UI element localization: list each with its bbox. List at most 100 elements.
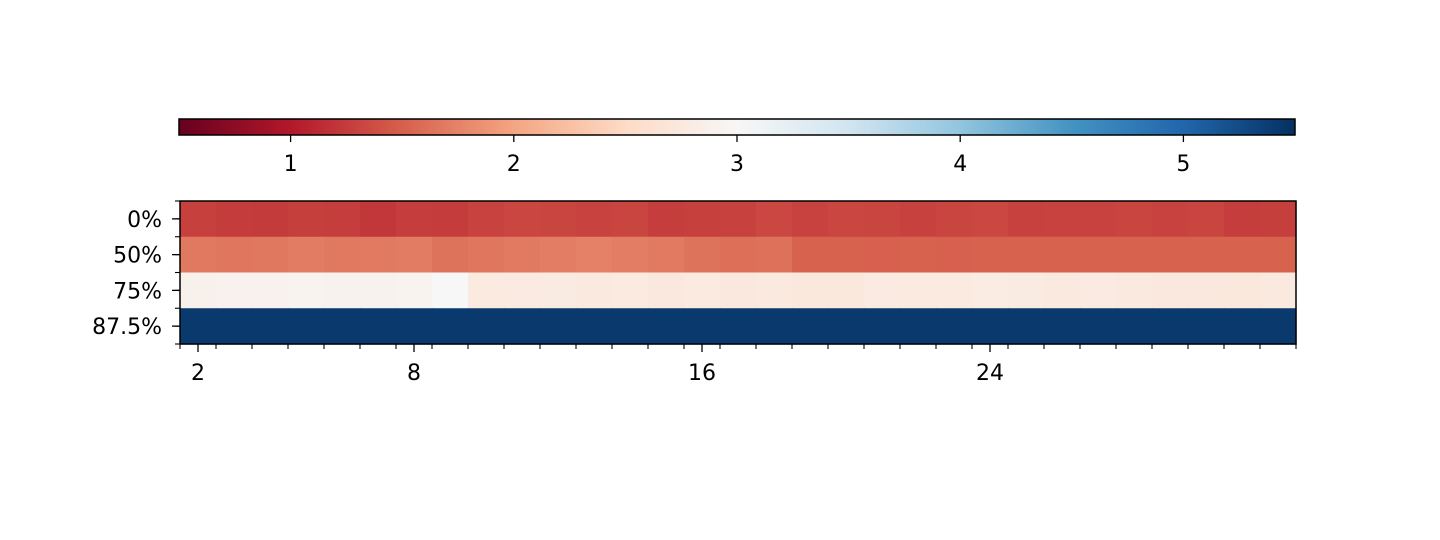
heatmap-cell xyxy=(900,201,937,238)
heatmap-cell xyxy=(288,272,325,309)
heatmap-cell xyxy=(1152,308,1189,345)
heatmap-cell xyxy=(180,308,217,345)
heatmap-cell xyxy=(648,308,685,345)
heatmap-cell xyxy=(216,272,253,309)
heatmap-cell xyxy=(756,236,793,274)
heatmap-cell xyxy=(1152,201,1189,238)
heatmap-cell xyxy=(1116,236,1153,274)
heatmap-cell xyxy=(1116,201,1153,238)
heatmap-cell xyxy=(432,272,469,309)
heatmap-cell xyxy=(1008,308,1045,345)
heatmap-cell xyxy=(720,272,757,309)
heatmap-cell xyxy=(1008,201,1045,238)
heatmap-cell xyxy=(1116,272,1153,309)
heatmap-cell xyxy=(504,272,541,309)
heatmap-cell xyxy=(288,308,325,345)
heatmap-cell xyxy=(1116,308,1153,345)
x-tick-label: 2 xyxy=(191,361,205,386)
colorbar-tick-label: 4 xyxy=(953,152,967,177)
heatmap-cell xyxy=(900,308,937,345)
heatmap-cell xyxy=(972,236,1009,274)
heatmap-cell xyxy=(504,308,541,345)
heatmap-cell xyxy=(324,236,361,274)
heatmap-cell xyxy=(1080,308,1117,345)
heatmap-cell xyxy=(648,201,685,238)
heatmap-cell xyxy=(972,308,1009,345)
heatmap-cell xyxy=(576,272,613,309)
heatmap-cell xyxy=(720,308,757,345)
heatmap-cell xyxy=(1260,308,1297,345)
y-tick-label: 75% xyxy=(113,279,162,304)
heatmap-cell xyxy=(180,272,217,309)
heatmap-cell xyxy=(1080,272,1117,309)
heatmap-cell xyxy=(828,308,865,345)
colorbar-gradient xyxy=(178,118,1296,136)
heatmap-cell xyxy=(684,308,721,345)
heatmap-cell xyxy=(216,201,253,238)
heatmap-cell xyxy=(360,236,397,274)
heatmap-cell xyxy=(180,236,217,274)
heatmap-cell xyxy=(864,201,901,238)
heatmap-cell xyxy=(756,272,793,309)
heatmap-cell xyxy=(540,201,577,238)
heatmap-cell xyxy=(324,308,361,345)
heatmap-cell xyxy=(576,201,613,238)
heatmap-cell xyxy=(1188,236,1225,274)
heatmap-cell xyxy=(252,236,289,274)
y-tick-label: 50% xyxy=(113,244,162,269)
x-tick-label: 16 xyxy=(688,361,716,386)
heatmap-cell xyxy=(1224,236,1261,274)
heatmap-cell xyxy=(396,272,433,309)
y-tick-label: 0% xyxy=(127,208,162,233)
heatmap-cell xyxy=(792,236,829,274)
heatmap-cell xyxy=(324,272,361,309)
heatmap-cell xyxy=(684,236,721,274)
heatmap-cell xyxy=(1044,201,1081,238)
heatmap-cell xyxy=(684,201,721,238)
heatmap-cell xyxy=(864,308,901,345)
heatmap-cell xyxy=(612,272,649,309)
heatmap-cell xyxy=(468,308,505,345)
heatmap-cell xyxy=(1224,308,1261,345)
y-tick-label: 87.5% xyxy=(92,315,162,340)
heatmap-cell xyxy=(576,236,613,274)
heatmap-cell xyxy=(1008,236,1045,274)
heatmap-cell xyxy=(468,201,505,238)
heatmap-cell xyxy=(396,201,433,238)
heatmap-cell xyxy=(1224,272,1261,309)
heatmap-cell xyxy=(324,201,361,238)
heatmap-cell xyxy=(468,236,505,274)
heatmap-cell xyxy=(504,236,541,274)
heatmap-cell xyxy=(1044,236,1081,274)
colorbar-tick-label: 1 xyxy=(284,152,298,177)
heatmap-cell xyxy=(432,236,469,274)
heatmap-cell xyxy=(756,201,793,238)
heatmap-cell xyxy=(540,272,577,309)
heatmap-cell xyxy=(1152,236,1189,274)
heatmap-cell xyxy=(540,236,577,274)
heatmap-cell xyxy=(864,272,901,309)
heatmap-cell xyxy=(468,272,505,309)
heatmap-cell xyxy=(1080,236,1117,274)
heatmap-cell xyxy=(1044,308,1081,345)
heatmap-cell xyxy=(360,308,397,345)
heatmap-cell xyxy=(612,308,649,345)
heatmap-cell xyxy=(684,272,721,309)
x-tick-label: 8 xyxy=(407,361,421,386)
heatmap-cell xyxy=(612,201,649,238)
heatmap-cell xyxy=(864,236,901,274)
heatmap-cell xyxy=(252,308,289,345)
heatmap-cell xyxy=(252,201,289,238)
heatmap-grid xyxy=(179,200,1297,345)
heatmap-cell xyxy=(396,308,433,345)
heatmap-cell xyxy=(828,272,865,309)
heatmap-cell xyxy=(720,201,757,238)
heatmap-cell xyxy=(1044,272,1081,309)
y-axis: 0% 50% 75% 87.5% xyxy=(92,200,180,345)
heatmap-cell xyxy=(216,236,253,274)
heatmap-cell xyxy=(1224,201,1261,238)
heatmap-cell xyxy=(792,272,829,309)
heatmap-cell xyxy=(1188,272,1225,309)
heatmap-cell xyxy=(936,201,973,238)
heatmap-cell xyxy=(1260,272,1297,309)
